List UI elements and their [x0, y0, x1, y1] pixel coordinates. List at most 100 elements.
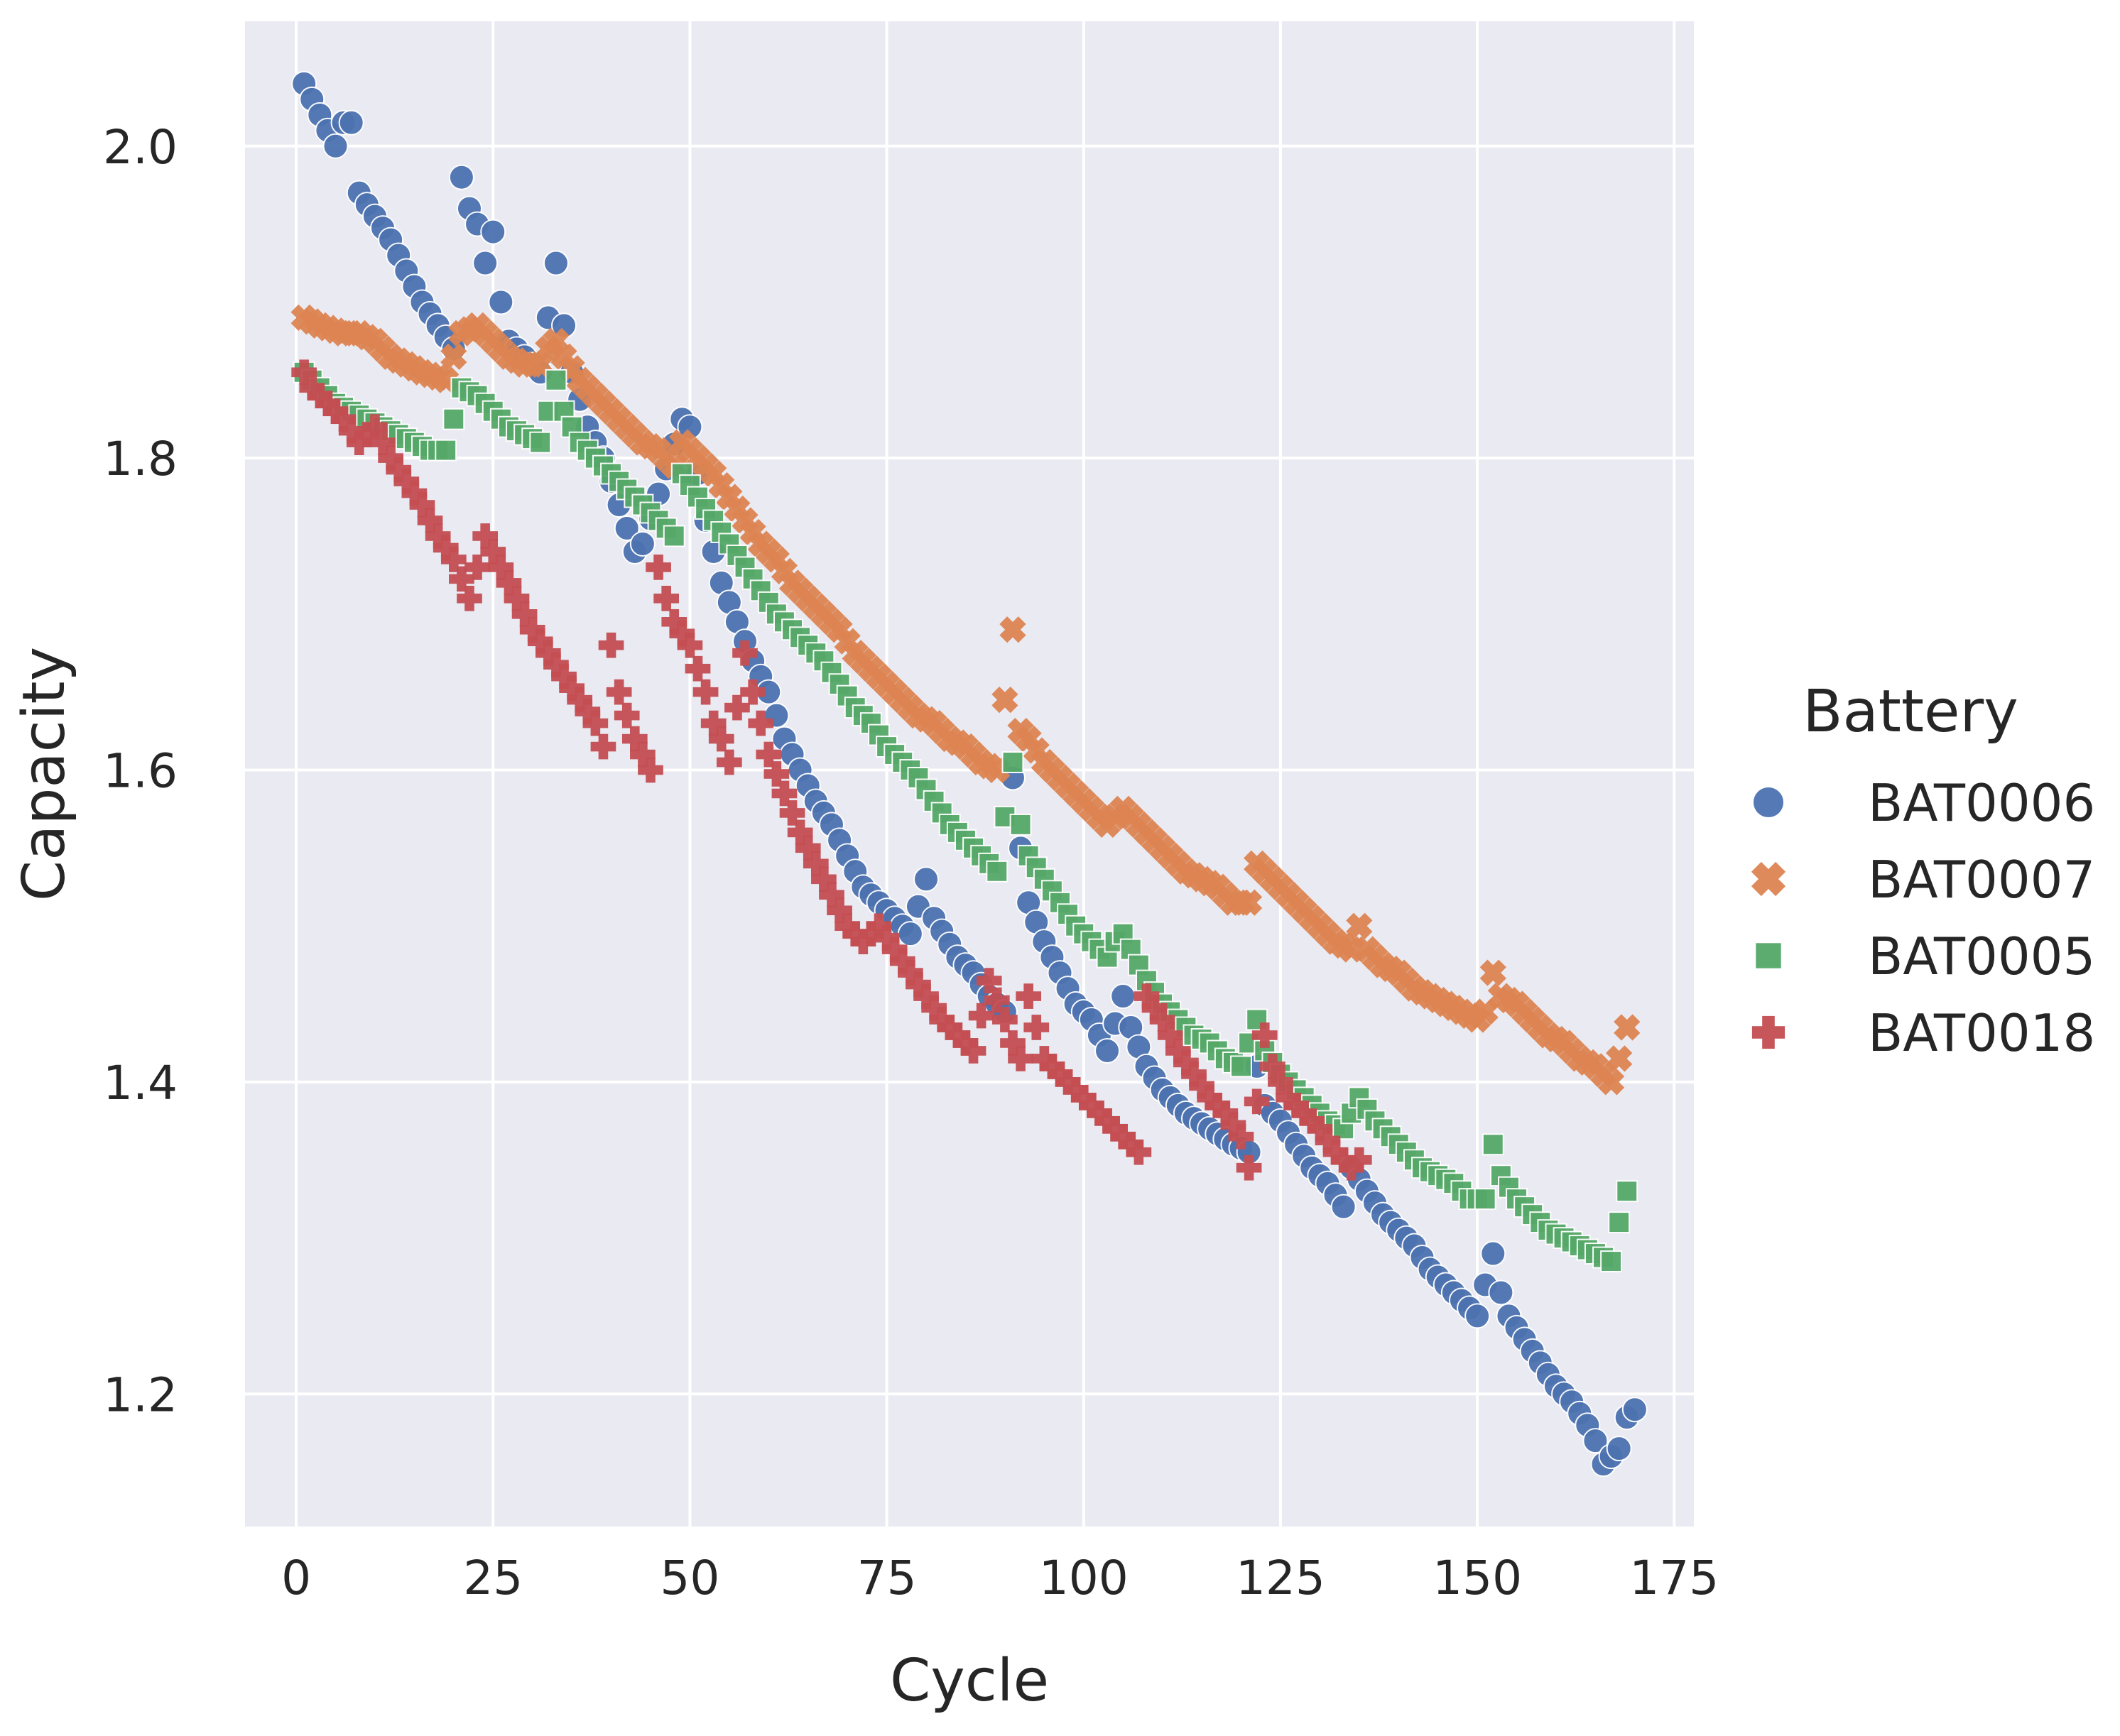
data-point-bar [1197, 1073, 1207, 1099]
data-point [677, 632, 703, 658]
data-point [1230, 1055, 1252, 1078]
data-point-bar [1244, 1154, 1254, 1181]
data-point-bar [968, 1038, 979, 1064]
data-point [1346, 1147, 1372, 1173]
data-point-bar [370, 414, 380, 440]
data-point [529, 431, 552, 454]
data-point-bar [669, 608, 680, 635]
data-point-bar [921, 983, 931, 1009]
legend-item-bat0006: BAT0006 [1752, 773, 2095, 833]
data-point-bar [779, 780, 790, 807]
series-bat0018 [291, 359, 1372, 1181]
y-tick-label: 1.8 [103, 432, 178, 486]
data-point [442, 408, 465, 430]
data-point-bar [692, 655, 703, 682]
data-point-bar [1220, 1100, 1231, 1126]
data-point-bar [299, 359, 309, 386]
legend-marker-circle [1752, 786, 1785, 819]
legend-marker-x-bar [1751, 861, 1786, 897]
data-point-bar [984, 968, 994, 993]
data-point [409, 492, 435, 518]
data-point [1008, 1046, 1033, 1071]
data-point [1600, 1250, 1623, 1272]
data-point [1016, 983, 1042, 1009]
data-point-bar [661, 585, 671, 611]
data-point-bar [732, 694, 742, 721]
data-point-bar [1000, 1007, 1010, 1032]
data-point-bar [551, 652, 561, 678]
data-point-bar [724, 495, 751, 523]
data-point-bar [598, 733, 609, 760]
data-point [1482, 1133, 1504, 1156]
data-point-bar [999, 616, 1026, 643]
data-point-bar [488, 539, 499, 564]
x-tick-label: 150 [1433, 1551, 1522, 1605]
x-tick-label: 125 [1236, 1551, 1325, 1605]
data-point-bar [1149, 995, 1160, 1021]
data-point-bar [740, 640, 750, 666]
data-point [1244, 1088, 1270, 1115]
data-point [440, 547, 467, 572]
data-point [991, 687, 1018, 714]
data-point-bar [550, 343, 577, 370]
x-tick-label: 0 [281, 1551, 311, 1605]
data-point-bar [1031, 1015, 1042, 1040]
data-point [1474, 1188, 1496, 1211]
data-point [504, 585, 530, 611]
data-point [1346, 912, 1373, 939]
data-point [545, 369, 567, 391]
legend-item-bat0005: BAT0005 [1754, 927, 2095, 986]
grid-lines [245, 21, 1694, 1527]
legend-marker-plus [1751, 1015, 1785, 1049]
data-point [771, 780, 798, 807]
data-point [992, 1007, 1018, 1032]
data-point-bar [913, 971, 923, 998]
data-point [795, 835, 821, 861]
data-point-bar [700, 460, 727, 487]
x-axis-ticks: 0 25 50 75 100 125 150 175 [281, 1551, 1719, 1605]
data-point [1110, 983, 1136, 1010]
data-point-bar [1181, 1049, 1191, 1076]
data-point [464, 555, 490, 580]
data-point-bar [889, 937, 900, 963]
data-point [756, 741, 782, 768]
data-point [1236, 1154, 1262, 1181]
data-point [435, 439, 457, 462]
data-point-bar [401, 469, 412, 494]
data-point-bar [826, 616, 853, 643]
legend-label: BAT0018 [1868, 1003, 2095, 1063]
legend-item-bat0007: BAT0007 [1751, 850, 2095, 910]
data-point-bar [1016, 1046, 1026, 1071]
x-tick-label: 50 [660, 1551, 719, 1605]
data-point [913, 866, 940, 892]
data-point [496, 570, 522, 596]
data-point [740, 679, 766, 705]
data-point-bar [874, 913, 884, 939]
data-point-bar [1235, 889, 1263, 916]
data-point [338, 109, 364, 136]
data-point [1126, 1139, 1152, 1165]
data-point [1228, 1123, 1254, 1150]
data-point [1330, 1194, 1357, 1220]
data-point [449, 566, 474, 592]
data-point-bar [559, 663, 569, 689]
data-point-bar [504, 570, 514, 596]
data-point-bar [1236, 1123, 1246, 1150]
data-point-bar [433, 366, 460, 393]
data-point [716, 749, 742, 775]
data-point-bar [1315, 1115, 1325, 1142]
data-point-bar [771, 761, 782, 787]
data-point [590, 733, 616, 760]
data-point [440, 343, 467, 370]
data-point-bar [708, 471, 735, 499]
data-point [370, 430, 396, 456]
data-point-bar [677, 621, 687, 647]
data-point-bar [638, 741, 648, 768]
data-point [724, 694, 750, 721]
legend-marker-x [1751, 861, 1786, 897]
data-point [1464, 1303, 1491, 1329]
data-point-bar [992, 987, 1002, 1013]
data-point-bar [1597, 1069, 1625, 1096]
data-point-bar [685, 632, 695, 658]
